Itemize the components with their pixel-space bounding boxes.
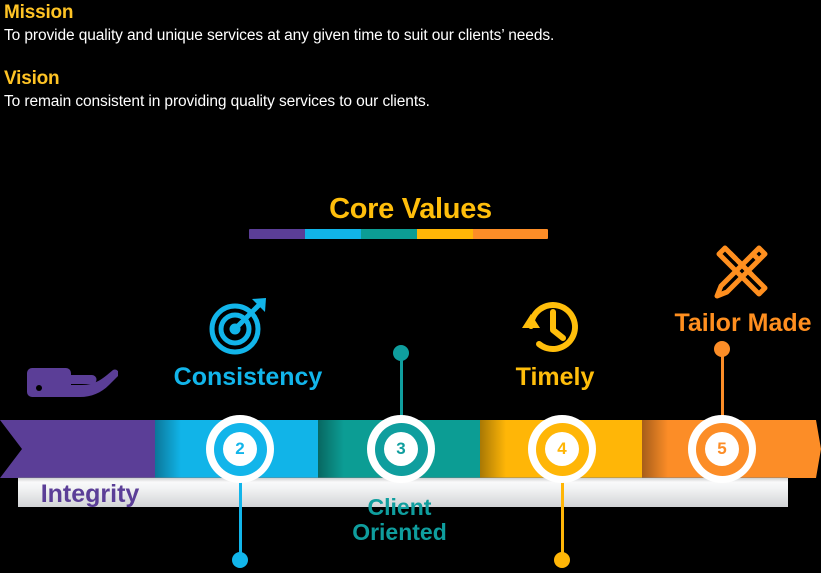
timeline-marker-4[interactable]: 4: [528, 415, 596, 483]
core-values-rule-segment: [472, 229, 548, 239]
connector-line: [720, 348, 724, 424]
value-label-client-oriented: Client Oriented: [312, 495, 487, 545]
value-label-client-line1: Client: [367, 494, 432, 520]
connector-dot: [714, 341, 730, 357]
core-values-color-rule: [249, 229, 548, 239]
marker-number: 4: [545, 432, 579, 466]
marker-disc: 3: [374, 422, 428, 476]
connector-line: [560, 478, 564, 556]
timeline-marker-5[interactable]: 5: [688, 415, 756, 483]
connector-line: [399, 352, 403, 424]
value-label-integrity: Integrity: [40, 480, 140, 508]
vision-heading: Vision: [4, 68, 60, 89]
marker-number: 3: [384, 432, 418, 466]
value-label-client-line2: Oriented: [352, 518, 447, 545]
mission-text: To provide quality and unique services a…: [4, 27, 555, 44]
timeline-marker-2[interactable]: 2: [206, 415, 274, 483]
core-values-title: Core Values: [0, 193, 821, 226]
connector-line: [238, 478, 242, 556]
clock-arrow-icon: [519, 298, 585, 358]
core-values-rule-segment: [304, 229, 361, 239]
mission-vision-block: Mission To provide quality and unique se…: [4, 2, 764, 112]
vision-text: To remain consistent in providing qualit…: [4, 93, 430, 110]
core-values-title-text: Core Values: [329, 193, 492, 225]
marker-disc: 2: [213, 422, 267, 476]
marker-number: 5: [705, 432, 739, 466]
connector-dot: [393, 345, 409, 361]
value-label-tailor-made: Tailor Made: [674, 309, 812, 337]
core-values-rule-segment: [360, 229, 417, 239]
marker-disc: 4: [535, 422, 589, 476]
mission-heading: Mission: [4, 2, 74, 23]
marker-disc: 5: [695, 422, 749, 476]
value-label-timely: Timely: [515, 363, 595, 391]
core-values-rule-segment: [416, 229, 473, 239]
value-label-consistency: Consistency: [173, 363, 323, 391]
vision-block: Vision To remain consistent in providing…: [4, 68, 764, 112]
connector-dot: [232, 552, 248, 568]
pencil-ruler-icon: [703, 232, 781, 310]
core-values-rule-segment: [249, 229, 305, 239]
timeline-marker-3[interactable]: 3: [367, 415, 435, 483]
marker-number: 2: [223, 432, 257, 466]
open-hand-icon: [26, 360, 119, 400]
connector-dot: [554, 552, 570, 568]
target-arrow-icon: [205, 295, 271, 357]
timeline-segment[interactable]: [0, 420, 155, 478]
